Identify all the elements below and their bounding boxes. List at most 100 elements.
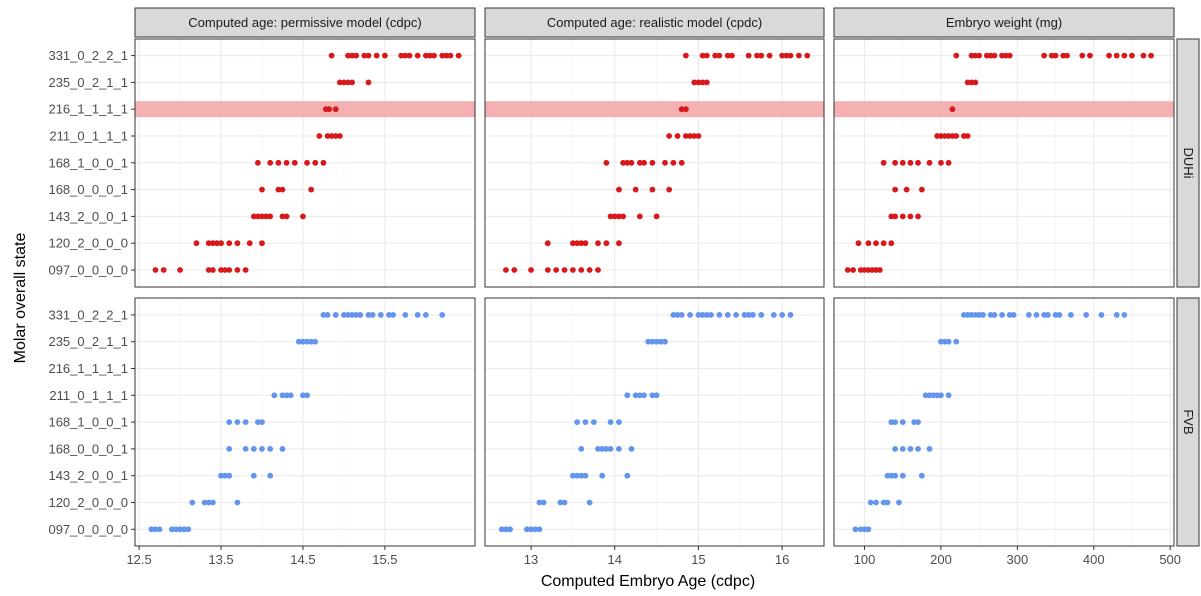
data-point [1087,52,1093,59]
data-point [553,267,560,273]
data-point [636,213,643,220]
data-point [649,159,656,166]
data-point [386,312,392,318]
data-point [624,159,631,166]
data-point [892,159,899,166]
data-point [578,240,585,247]
data-point [716,312,723,318]
data-point [209,499,216,506]
data-point [226,446,233,452]
data-point [209,267,216,273]
data-point [783,52,790,59]
data-point [741,312,748,318]
data-point [980,312,986,318]
data-point [193,240,200,247]
data-point [406,52,413,59]
data-point [242,419,249,425]
y-tick-label: 120_2_0_0_0 [48,236,128,251]
data-point [903,186,910,193]
y-tick-label: 097_0_0_0_0 [48,522,128,537]
data-point [300,338,306,345]
data-point [670,159,677,166]
data-point [503,267,509,273]
data-point [357,312,364,318]
x-tick-label: 400 [1083,552,1105,567]
data-point [353,52,360,59]
data-point [1010,312,1017,318]
data-points [148,52,1154,533]
data-point [754,52,760,59]
data-point [699,52,706,59]
data-point [173,526,179,533]
data-point [291,159,298,166]
data-point [892,213,899,220]
data-point [279,186,286,193]
data-point [254,419,261,425]
data-point [328,52,335,59]
data-point [892,186,899,193]
x-tick-label: 12.5 [126,552,151,567]
y-axis-title: Molar overall state [12,233,29,364]
data-point [578,446,585,452]
data-point [641,392,647,399]
data-point [674,312,681,318]
data-point [369,312,376,318]
data-point [884,499,891,506]
data-point [267,446,274,452]
data-point [645,338,652,345]
data-point [259,240,265,247]
data-point [599,472,606,479]
y-tick-label: 216_1_1_1_1 [48,361,128,376]
y-tick-label: 331_0_2_2_1 [48,48,128,63]
data-point [716,52,723,59]
panel-frame [484,297,825,547]
data-point [332,106,339,113]
data-point [218,472,224,479]
data-point [1083,312,1090,318]
data-point [632,392,639,399]
data-point [1025,312,1032,318]
data-point [234,499,241,506]
data-point [218,240,224,247]
y-tick-label: 097_0_0_0_0 [48,263,128,278]
data-point [390,312,396,318]
data-point [999,312,1005,318]
x-tick-label: 500 [1159,552,1181,567]
data-point [578,267,585,273]
x-tick-label: 15.5 [372,552,397,567]
data-point [365,52,372,59]
data-point [148,526,155,533]
data-point [729,52,735,59]
data-point [353,312,360,318]
data-point [666,186,673,193]
facet-strip [833,7,1175,38]
data-point [620,159,627,166]
data-point [345,79,351,86]
data-point [770,312,777,318]
data-point [332,312,339,318]
row-strip [1176,297,1200,547]
data-point [304,392,310,399]
data-point [503,526,509,533]
data-point [250,213,257,220]
data-point [867,499,874,506]
data-point [1067,312,1074,318]
data-point [439,312,446,318]
data-point [1113,52,1120,59]
data-point [888,240,895,247]
data-point [422,312,429,318]
data-point [1079,52,1086,59]
facet-strips: Computed age: permissive model (cdpc) Com… [134,7,1200,547]
data-point [991,52,998,59]
data-point [691,79,698,86]
x-axis-title: Computed Embryo Age (cdpc) [541,573,755,590]
data-point [320,312,327,318]
data-point [603,159,610,166]
y-tick-label: 143_2_0_0_1 [48,468,128,483]
data-point [561,499,568,506]
y-tick-label: 168_1_0_0_1 [48,415,128,430]
data-point [528,267,534,273]
data-point [234,240,241,247]
data-point [205,240,212,247]
data-point [641,159,647,166]
